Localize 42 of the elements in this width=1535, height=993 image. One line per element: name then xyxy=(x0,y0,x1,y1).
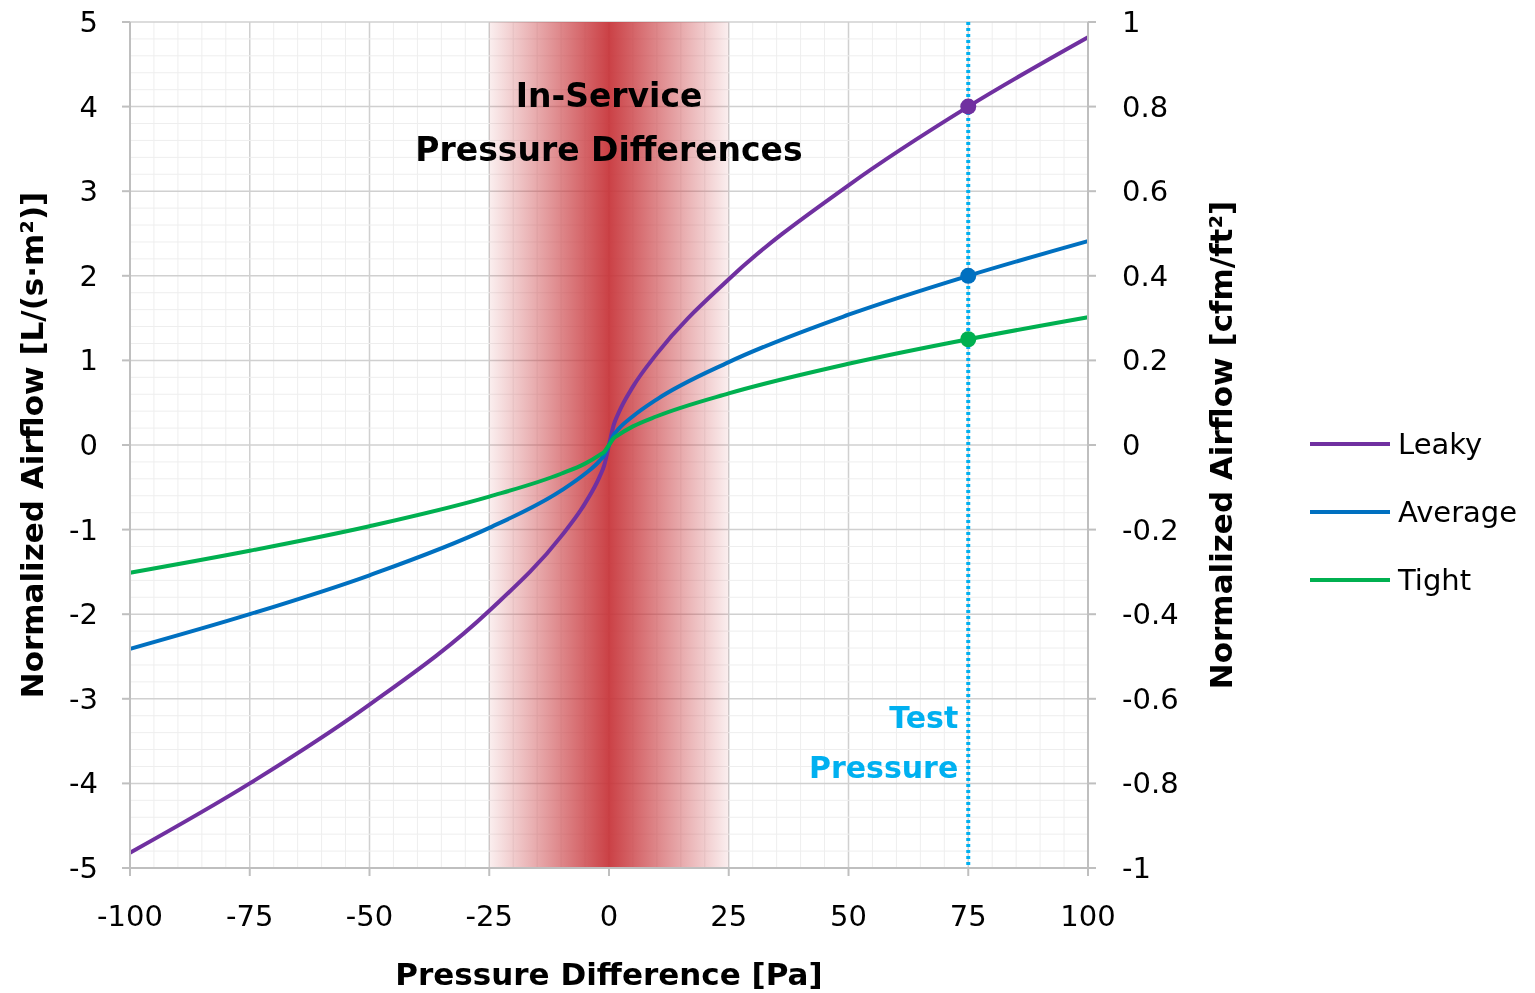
x-tick-label: 25 xyxy=(710,899,748,933)
y2-tick-label: -0.6 xyxy=(1122,681,1179,716)
y2-tick-label: -1 xyxy=(1122,851,1151,885)
y2-tick-label: -0.4 xyxy=(1122,597,1179,632)
y-tick-label: -3 xyxy=(69,681,98,716)
x-tick-label: -100 xyxy=(97,899,163,933)
line-series xyxy=(128,239,1090,651)
line-series xyxy=(128,35,1090,855)
legend-label: Leaky xyxy=(1398,427,1483,461)
y2-tick-label: 0.6 xyxy=(1122,174,1169,209)
x-axis-title: Pressure Difference [Pa] xyxy=(395,956,823,992)
legend-label: Average xyxy=(1398,495,1518,529)
y-axis-title: Normalized Airflow [L/(s·m²)] xyxy=(14,191,50,699)
y2-tick-label: 0.2 xyxy=(1122,343,1169,378)
y-tick-label: 4 xyxy=(79,89,98,124)
x-tick-label: 50 xyxy=(830,899,867,933)
x-tick-label: -25 xyxy=(465,899,513,933)
x-tick-label: 100 xyxy=(1060,899,1116,933)
y-tick-label: 0 xyxy=(79,428,98,462)
x-tick-label: 75 xyxy=(949,899,987,933)
y-tick-label: 5 xyxy=(79,5,98,39)
y2-tick-label: -0.8 xyxy=(1122,766,1179,801)
x-tick-label: -50 xyxy=(345,899,394,933)
y2-axis-title: Normalized Airflow [cfm/ft²] xyxy=(1203,200,1239,690)
y-tick-label: 2 xyxy=(79,258,98,293)
band-label: In-Service Pressure Differences xyxy=(415,76,803,169)
y-tick-label: 3 xyxy=(79,174,98,209)
y2-tick-label: 0.8 xyxy=(1122,89,1169,124)
y-tick-label: 1 xyxy=(79,343,98,378)
line-series xyxy=(128,315,1090,575)
y-tick-label: -4 xyxy=(69,766,98,801)
x-tick-label: -75 xyxy=(226,899,274,933)
y2-tick-label: 1 xyxy=(1122,5,1141,39)
y-tick-label: -1 xyxy=(69,512,98,547)
x-tick-label: 0 xyxy=(599,899,619,933)
y2-tick-label: 0 xyxy=(1122,428,1141,462)
y2-tick-label: -0.2 xyxy=(1122,512,1179,547)
ref-line-label: Test Pressure xyxy=(808,700,959,785)
y-tick-label: -2 xyxy=(69,597,98,632)
y2-tick-label: 0.4 xyxy=(1122,258,1169,293)
y-tick-label: -5 xyxy=(69,851,98,885)
legend-label: Tight xyxy=(1397,563,1472,597)
